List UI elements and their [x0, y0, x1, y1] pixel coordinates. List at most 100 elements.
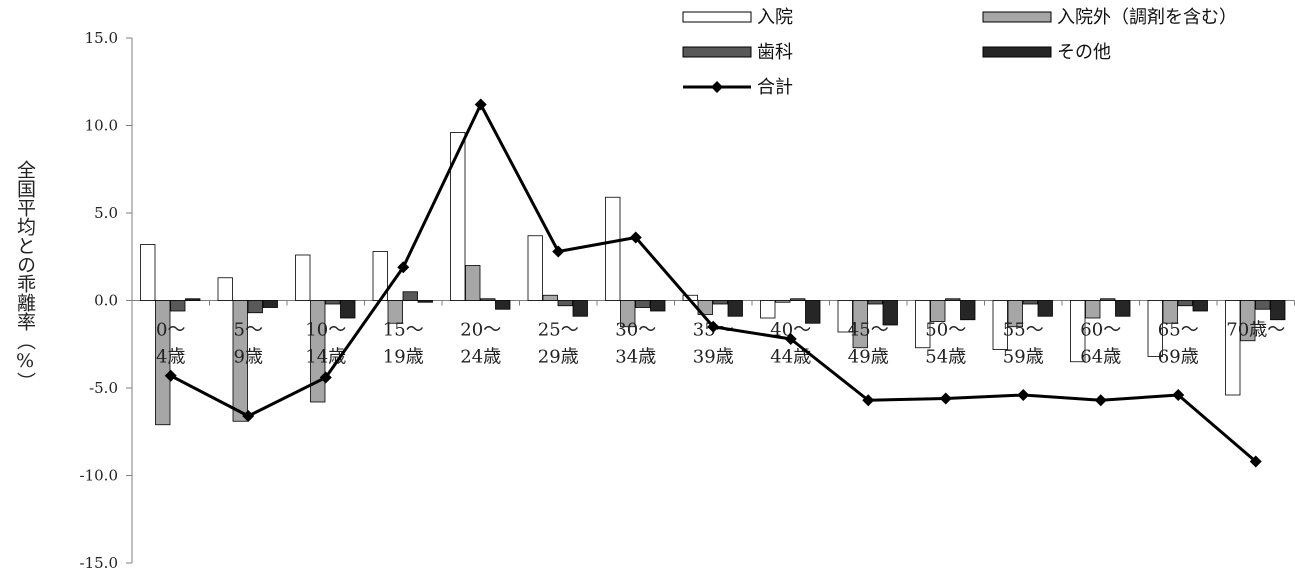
y-tick-label: 0.0: [94, 292, 118, 310]
bar-4: [495, 300, 511, 310]
legend-label: 入院: [757, 7, 793, 28]
x-category-label: 49歳: [848, 347, 889, 368]
y-tick-label: -15.0: [80, 554, 118, 572]
bar-2: [852, 300, 868, 349]
bar-4: [1270, 300, 1286, 321]
x-category-label: 54歳: [925, 347, 966, 368]
bar-3: [402, 291, 418, 301]
bar-4: [650, 300, 666, 312]
bar-3: [945, 298, 961, 301]
x-category-label: 30～: [615, 320, 656, 341]
bar-4: [727, 300, 743, 317]
x-category-label: 5～: [234, 320, 263, 341]
bar-2: [232, 300, 248, 422]
total-marker: [784, 333, 797, 345]
bar-3: [325, 300, 341, 305]
bar-2: [930, 300, 946, 322]
x-category-label: 45～: [848, 320, 889, 341]
bar-3: [790, 298, 806, 301]
legend-label: 歯科: [757, 42, 793, 63]
bar-4: [1037, 300, 1053, 317]
bar-1: [140, 244, 156, 301]
bar-1: [605, 196, 621, 301]
x-category-label: 55～: [1003, 320, 1044, 341]
total-marker: [552, 245, 565, 258]
x-category-label: 40～: [770, 320, 811, 341]
bar-3: [635, 300, 651, 308]
x-category-label: 15～: [383, 320, 424, 341]
y-tick-label: 5.0: [94, 204, 118, 222]
bar-4: [1192, 300, 1208, 312]
bar-4: [185, 298, 201, 301]
bar-1: [450, 132, 466, 301]
bar-3: [170, 300, 186, 312]
x-category-label: 10～: [305, 320, 346, 341]
x-category-label: 25～: [538, 320, 579, 341]
bar-3: [480, 298, 496, 301]
bar-1: [1225, 300, 1241, 396]
bar-3: [867, 300, 883, 305]
bar-4: [417, 300, 433, 303]
bar-4: [340, 300, 356, 319]
total-marker: [707, 320, 720, 333]
bar-2: [775, 300, 791, 303]
y-tick-label: -5.0: [89, 379, 118, 397]
x-category-label: 60～: [1080, 320, 1121, 341]
bar-3: [1100, 298, 1116, 301]
total-marker: [629, 231, 642, 244]
y-tick-label: 10.0: [85, 117, 118, 135]
y-tick-label: 15.0: [85, 29, 118, 47]
bar-1: [527, 235, 543, 301]
bar-4: [805, 300, 821, 324]
total-marker: [164, 369, 177, 382]
bar-2: [387, 300, 403, 324]
bar-1: [760, 300, 776, 319]
legend-swatch: [682, 11, 752, 23]
total-marker: [474, 98, 487, 111]
y-axis-title: 全国平均との乖離率（%）: [14, 160, 36, 391]
x-category-label: 64歳: [1080, 347, 1121, 368]
bar-2: [465, 265, 481, 301]
bar-2: [542, 294, 558, 301]
y-tick-label: -10.0: [80, 467, 118, 485]
x-category-label: 44歳: [770, 347, 811, 368]
x-category-label: 69歳: [1158, 347, 1199, 368]
bar-2: [1085, 300, 1101, 319]
bar-4: [960, 300, 976, 321]
bar-4: [882, 300, 898, 326]
total-line: [170, 103, 1257, 463]
x-category-label: 65～: [1158, 320, 1199, 341]
bar-1: [837, 300, 853, 333]
legend-label: その他: [1057, 42, 1111, 63]
total-marker: [1094, 394, 1107, 407]
bar-3: [1022, 300, 1038, 305]
x-category-label: 9歳: [234, 347, 263, 368]
x-category-label: 59歳: [1003, 347, 1044, 368]
total-marker: [319, 371, 332, 384]
bar-3: [1177, 300, 1193, 307]
total-marker: [939, 392, 952, 405]
bar-1: [1147, 300, 1163, 357]
legend-swatch: [982, 11, 1052, 23]
x-category-label: 50～: [925, 320, 966, 341]
x-category-label: 34歳: [615, 347, 656, 368]
total-marker: [397, 261, 410, 274]
bar-2: [1162, 300, 1178, 324]
x-category-label: 20～: [460, 320, 501, 341]
bar-3: [247, 300, 263, 314]
legend-label: 合計: [757, 77, 793, 98]
bar-3: [557, 300, 573, 307]
bar-2: [155, 300, 171, 426]
legend-swatch: [682, 46, 752, 58]
bar-1: [992, 300, 1008, 350]
x-category-label: 4歳: [156, 347, 185, 368]
total-marker: [1172, 389, 1185, 401]
legend-swatch: [982, 46, 1052, 58]
x-category-label: 19歳: [383, 347, 424, 368]
legend-swatch-marker: [711, 81, 723, 93]
bar-2: [620, 300, 636, 328]
bar-4: [572, 300, 588, 317]
bar-2: [1007, 300, 1023, 328]
